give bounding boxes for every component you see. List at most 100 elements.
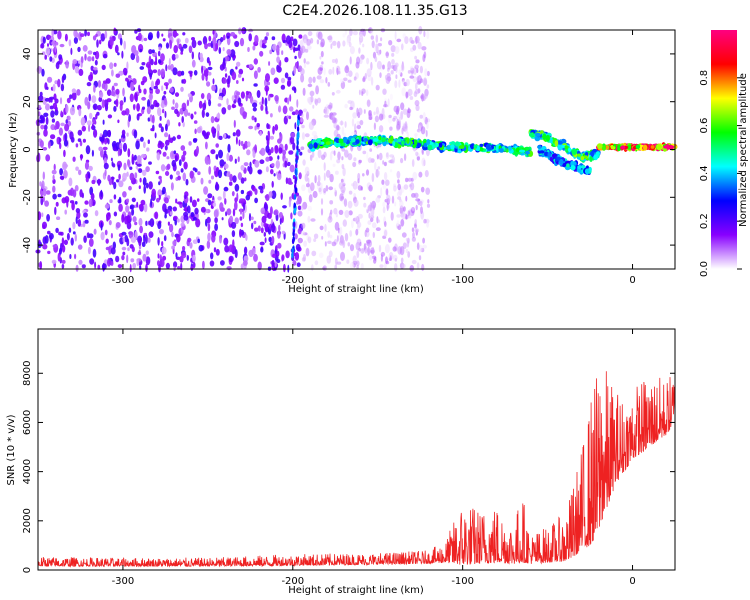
spectrogram-noise-point <box>269 135 274 140</box>
spectrogram-noise-point <box>342 33 346 38</box>
spectrogram-noise-point <box>263 232 266 237</box>
spectrogram-noise-point <box>208 179 212 184</box>
spectrogram-noise-point <box>45 116 49 125</box>
spectrogram-noise-point <box>87 31 90 37</box>
spectrogram-noise-point <box>397 179 400 184</box>
spectrogram-noise-point <box>53 163 56 171</box>
spectrogram-noise-point <box>50 134 56 140</box>
spectrogram-noise-point <box>328 250 333 258</box>
spectrogram-noise-point <box>368 116 373 120</box>
spectrogram-noise-point <box>224 73 228 78</box>
spectrogram-noise-point <box>374 256 377 261</box>
spectrogram-noise-point <box>54 41 59 46</box>
spectrogram-noise-point <box>297 210 303 217</box>
spectrogram-noise-point <box>359 37 363 42</box>
spectrogram-noise-point <box>223 237 229 246</box>
spectrogram-noise-point <box>210 149 216 155</box>
spectrogram-noise-point <box>347 200 353 209</box>
spectrogram-noise-point <box>121 50 124 59</box>
spectrogram-track-point <box>557 143 564 150</box>
spectrogram-noise-point <box>224 198 227 205</box>
spectrogram-noise-point <box>366 152 369 161</box>
spectrogram-noise-point <box>327 82 331 87</box>
spectrogram-noise-point <box>344 121 347 128</box>
spectrogram-noise-point <box>251 185 256 192</box>
spectrogram-noise-point <box>394 46 400 54</box>
spectrogram-noise-point <box>404 36 409 45</box>
spectrogram-noise-point <box>117 164 121 171</box>
snr-y-tick-label: 2000 <box>22 508 33 533</box>
spectrogram-noise-point <box>341 147 346 152</box>
spectrogram-noise-point <box>371 172 375 183</box>
spectrogram-noise-point <box>288 115 292 120</box>
spectrogram-noise-point <box>182 246 186 251</box>
spectrogram-noise-point <box>347 153 353 161</box>
spectrogram-noise-point <box>341 126 345 135</box>
spectrogram-noise-point <box>58 127 64 136</box>
spectrogram-track-point <box>373 138 379 142</box>
spectrogram-noise-point <box>410 182 415 191</box>
spectrogram-noise-point <box>103 162 109 170</box>
spectrogram-track-point <box>545 135 550 142</box>
spectrogram-track-point <box>479 143 484 147</box>
spectrogram-noise-point <box>143 141 146 149</box>
spectrogram-noise-point <box>318 252 324 259</box>
spectrogram-noise-point <box>130 236 136 243</box>
spectrogram-noise-point <box>136 113 140 121</box>
spectrogram-noise-point <box>326 255 332 264</box>
spectrogram-noise-point <box>166 156 170 160</box>
spectrogram-noise-point <box>276 259 281 263</box>
spectrogram-noise-point <box>385 76 391 84</box>
spectrogram-noise-point <box>397 196 402 200</box>
spectrogram-noise-point <box>57 193 62 198</box>
spectrogram-noise-point <box>76 89 81 96</box>
spectrogram-noise-point <box>182 32 186 36</box>
spectrogram-noise-point <box>198 244 204 252</box>
spectrogram-noise-point <box>78 169 82 176</box>
spectrogram-noise-point <box>370 207 375 217</box>
spectrogram-noise-point <box>346 259 350 264</box>
spectrogram-noise-point <box>415 198 421 202</box>
spectrogram-noise-point <box>162 38 166 42</box>
spectrogram-noise-point <box>75 208 81 214</box>
spectrogram-noise-point <box>210 175 215 180</box>
spectrogram-noise-point <box>157 69 161 76</box>
spectrogram-noise-point <box>181 79 184 84</box>
spectrogram-noise-point <box>243 246 248 255</box>
spectrogram-noise-point <box>50 124 56 131</box>
spectrogram-noise-point <box>412 44 417 51</box>
spectrogram-noise-point <box>371 40 375 49</box>
spectrogram-noise-point <box>332 163 336 167</box>
spectrogram-noise-point <box>213 247 217 253</box>
spectrogram-noise-point <box>104 30 108 39</box>
spectrogram-track-point <box>423 142 428 148</box>
spectrogram-noise-point <box>394 263 398 272</box>
spectrogram-noise-point <box>194 111 197 115</box>
spectrogram-noise-point <box>169 211 173 216</box>
spectrogram-noise-point <box>240 91 245 99</box>
spectrogram-noise-point <box>136 155 142 164</box>
spectrogram-track-point <box>564 145 568 150</box>
spectrogram-noise-point <box>353 199 359 207</box>
spectrogram-noise-point <box>158 123 162 128</box>
spectrogram-noise-point <box>157 142 161 149</box>
spectrogram-noise-point <box>323 67 326 76</box>
spectrogram-noise-point <box>259 188 264 194</box>
spectrogram-noise-point <box>40 124 45 130</box>
spectrogram-noise-point <box>164 145 168 151</box>
spectrogram-noise-point <box>102 119 105 125</box>
spectrogram-noise-point <box>377 219 381 223</box>
spectrogram-noise-point <box>251 115 255 121</box>
spectrogram-noise-point <box>276 56 280 64</box>
spectrogram-spike-point <box>293 193 297 200</box>
spectrogram-noise-point <box>313 238 317 243</box>
spectrogram-noise-point <box>387 61 392 70</box>
spectrogram-noise-point <box>414 192 419 199</box>
spectrogram-noise-point <box>202 102 207 111</box>
spectrogram-noise-point <box>293 87 297 94</box>
spectrogram-noise-point <box>287 76 292 81</box>
spectrogram-noise-point <box>240 177 245 184</box>
spectrogram-noise-point <box>219 234 222 244</box>
spectrogram-noise-point <box>207 71 212 76</box>
spectrogram-noise-point <box>353 76 357 81</box>
